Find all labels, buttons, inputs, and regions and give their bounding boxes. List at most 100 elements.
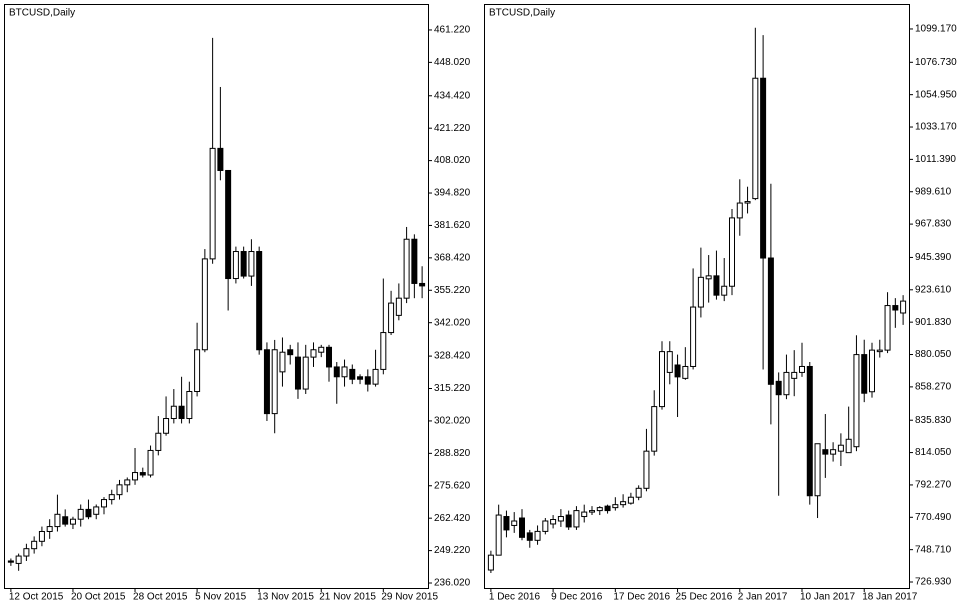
candle-body <box>279 351 286 373</box>
y-tick-label: 262.420 <box>434 513 471 524</box>
y-tick-label: 923.610 <box>915 284 952 295</box>
candle-body <box>395 297 402 316</box>
candle-body <box>690 306 697 367</box>
candle-body <box>861 354 868 394</box>
candle-body <box>380 332 387 370</box>
candle-body <box>62 516 69 525</box>
candle-body <box>217 147 224 171</box>
candle-body <box>651 406 658 452</box>
candle-body <box>132 472 139 481</box>
candle-body <box>791 371 798 379</box>
candle-body <box>837 444 844 452</box>
candle-body <box>349 368 356 380</box>
candle-body <box>542 520 549 532</box>
x-tick-label: 12 Oct 2015 <box>9 592 64 603</box>
y-tick-label: 989.610 <box>915 186 952 197</box>
y-tick-label: 355.220 <box>434 285 471 296</box>
candle-body <box>419 282 426 287</box>
y-tick-label: 448.020 <box>434 57 471 68</box>
candle-body <box>388 302 395 334</box>
candle-body <box>767 257 774 385</box>
candle-body <box>604 505 611 512</box>
chart-title: BTCUSD,Daily <box>9 8 75 19</box>
y-tick-label: 328.420 <box>434 351 471 362</box>
candle-body <box>38 530 45 542</box>
candle-body <box>54 513 61 528</box>
candle-body <box>209 147 216 260</box>
candle-body <box>526 532 533 541</box>
candle-body <box>186 391 193 420</box>
candle-body <box>357 376 364 380</box>
candle-body <box>775 380 782 396</box>
candle-body <box>713 275 720 296</box>
candle-body <box>612 504 619 509</box>
candle-body <box>364 376 371 385</box>
x-tick-label: 28 Oct 2015 <box>133 592 188 603</box>
candle-body <box>100 499 107 508</box>
candle-body <box>557 516 564 522</box>
candle-body <box>302 356 309 390</box>
y-tick-label: 1076.730 <box>915 57 957 68</box>
candle-body <box>705 275 712 280</box>
y-tick-label: 792.270 <box>915 480 952 491</box>
candle-body <box>581 511 588 518</box>
candle-body <box>15 555 22 564</box>
candle-body <box>333 366 340 378</box>
candle-body <box>573 510 580 528</box>
candle-body <box>69 518 76 525</box>
candle-body <box>194 349 201 393</box>
candle-body <box>411 238 418 284</box>
candle-body <box>682 365 689 379</box>
candle-body <box>627 496 634 504</box>
candle-body <box>271 349 278 415</box>
candle-body <box>853 354 860 448</box>
y-tick-label: 1033.170 <box>915 122 957 133</box>
x-tick-label: 5 Nov 2015 <box>195 592 247 603</box>
candle-body <box>31 540 38 550</box>
candle-body <box>736 202 743 219</box>
x-tick-label: 9 Dec 2016 <box>551 592 603 603</box>
y-tick-label: 1011.390 <box>915 154 956 165</box>
chart-frame <box>4 4 429 589</box>
candle-body <box>124 479 131 486</box>
x-tick-label: 17 Dec 2016 <box>613 592 670 603</box>
y-tick-label: 726.930 <box>915 577 952 588</box>
candle-body <box>799 365 805 373</box>
candle-body <box>495 514 502 556</box>
candle-body <box>806 365 813 497</box>
candle-body <box>170 405 177 420</box>
y-tick-label: 381.620 <box>434 220 471 231</box>
candle-body <box>310 349 317 358</box>
y-tick-label: 967.830 <box>915 219 952 230</box>
candle-body <box>503 516 510 531</box>
candle-body <box>225 169 232 280</box>
candle-body <box>783 371 790 396</box>
y-tick-label: 394.820 <box>434 188 471 199</box>
y-tick-label: 748.710 <box>915 544 952 555</box>
candle-body <box>256 251 263 351</box>
candle-body <box>341 366 348 378</box>
candle-body <box>147 449 154 476</box>
candle-body <box>721 285 728 296</box>
candle-body <box>550 519 557 525</box>
y-tick-label: 315.220 <box>434 383 471 394</box>
candle-body <box>77 508 84 520</box>
candle-body <box>635 487 642 498</box>
candle-body <box>248 251 255 277</box>
x-tick-label: 13 Nov 2015 <box>257 592 314 603</box>
candle-body <box>7 560 14 563</box>
candle-body <box>659 351 665 408</box>
x-tick-label: 20 Oct 2015 <box>71 592 126 603</box>
candle-body <box>729 217 735 287</box>
y-tick-label: 249.220 <box>434 545 471 556</box>
y-tick-label: 302.020 <box>434 416 471 427</box>
y-tick-label: 1054.950 <box>915 89 957 100</box>
candle-body <box>232 251 239 280</box>
candle-body <box>666 351 673 373</box>
y-tick-label: 288.820 <box>434 448 471 459</box>
candle-body <box>814 443 821 497</box>
x-tick-label: 18 Jan 2017 <box>862 592 917 603</box>
y-tick-label: 236.020 <box>434 578 471 589</box>
candle-body <box>287 349 294 356</box>
candle-body <box>752 77 759 200</box>
